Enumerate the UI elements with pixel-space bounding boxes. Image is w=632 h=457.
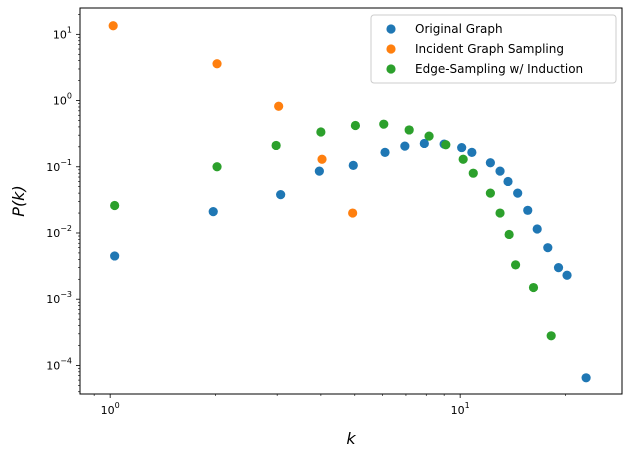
legend-label: Edge-Sampling w/ Induction [415, 62, 583, 76]
x-tick-label: 101 [451, 401, 470, 417]
series-0 [110, 138, 591, 383]
y-tick-label: 10−1 [46, 158, 72, 174]
data-point [110, 200, 120, 211]
legend-marker [386, 64, 396, 74]
y-tick-label: 10−4 [46, 356, 72, 372]
x-tick-label: 100 [101, 401, 120, 417]
data-point [485, 188, 495, 198]
series-1 [108, 21, 358, 218]
data-point [504, 229, 514, 240]
data-point [348, 160, 358, 170]
data-point [316, 127, 326, 137]
data-point [485, 158, 495, 168]
data-point [495, 166, 505, 176]
data-point [404, 125, 414, 135]
data-points [108, 21, 591, 383]
data-point [495, 208, 505, 218]
data-point [457, 142, 467, 153]
data-point [419, 138, 429, 149]
y-tick-label: 100 [53, 92, 72, 108]
data-point [212, 59, 222, 69]
x-axis-label: k [346, 429, 356, 448]
series-2 [110, 119, 556, 341]
data-point [317, 154, 327, 164]
legend: Original Graph Incident Graph Sampling Edg… [370, 14, 617, 84]
data-point [314, 166, 324, 176]
data-point [468, 168, 478, 178]
y-tick-label: 10−3 [46, 290, 72, 306]
data-point [562, 270, 572, 280]
data-point [458, 154, 468, 164]
legend-marker [386, 44, 396, 54]
legend-label: Original Graph [415, 22, 503, 36]
data-point [271, 140, 281, 151]
data-point [424, 131, 434, 141]
legend-label: Incident Graph Sampling [415, 42, 564, 56]
y-tick-label: 10−2 [46, 224, 72, 240]
data-point [400, 141, 410, 151]
data-point [513, 188, 523, 198]
data-point [108, 21, 118, 31]
data-point [543, 243, 553, 253]
data-point [379, 119, 389, 129]
data-point [441, 140, 451, 150]
data-point [467, 147, 477, 157]
data-point [350, 120, 361, 131]
data-point [532, 224, 542, 234]
y-tick-label: 101 [53, 25, 72, 41]
data-point [581, 373, 591, 383]
legend-marker [386, 24, 396, 34]
data-point [523, 205, 533, 215]
data-point [110, 251, 120, 261]
plot-frame [79, 7, 623, 395]
legend-box [370, 14, 617, 84]
data-point [503, 176, 513, 187]
data-point [510, 260, 521, 270]
data-point [276, 189, 286, 200]
data-point [348, 208, 358, 218]
data-point [212, 162, 222, 172]
data-point [528, 282, 539, 293]
data-point [546, 331, 556, 341]
y-axis-label: P(k) [9, 185, 28, 216]
data-point [208, 207, 218, 217]
data-point [274, 101, 284, 111]
data-point [553, 263, 564, 273]
data-point [380, 147, 390, 157]
